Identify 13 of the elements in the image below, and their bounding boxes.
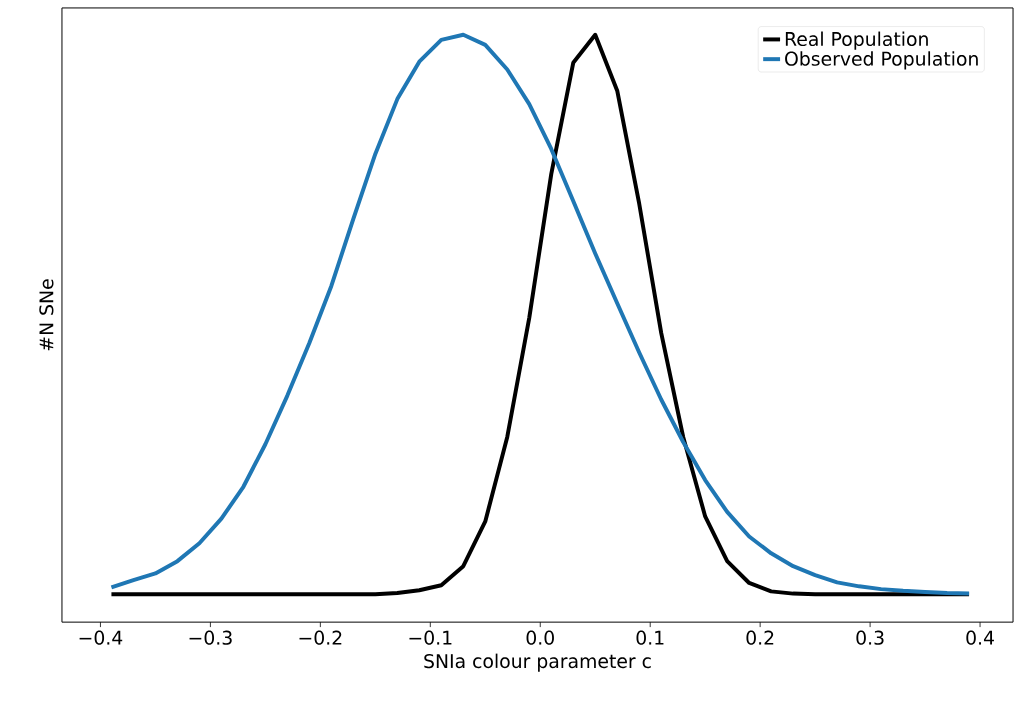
x-axis-title: SNIa colour parameter c [424, 653, 651, 673]
x-tick-label: −0.1 [409, 630, 452, 646]
y-axis-title: #N SNe [39, 279, 54, 351]
x-tick-label: 0.0 [526, 630, 554, 646]
legend-label: Observed Population [785, 51, 978, 70]
x-tick-label: −0.3 [189, 630, 232, 646]
x-tick-label: −0.4 [79, 630, 123, 646]
x-tick-label: −0.2 [299, 630, 342, 646]
legend-label: Real Population [785, 31, 928, 50]
x-tick-label: 0.2 [746, 630, 774, 646]
x-tick-label: 0.3 [856, 630, 884, 646]
x-tick-label: 0.1 [636, 630, 664, 646]
x-tick-label: 0.4 [966, 630, 994, 646]
